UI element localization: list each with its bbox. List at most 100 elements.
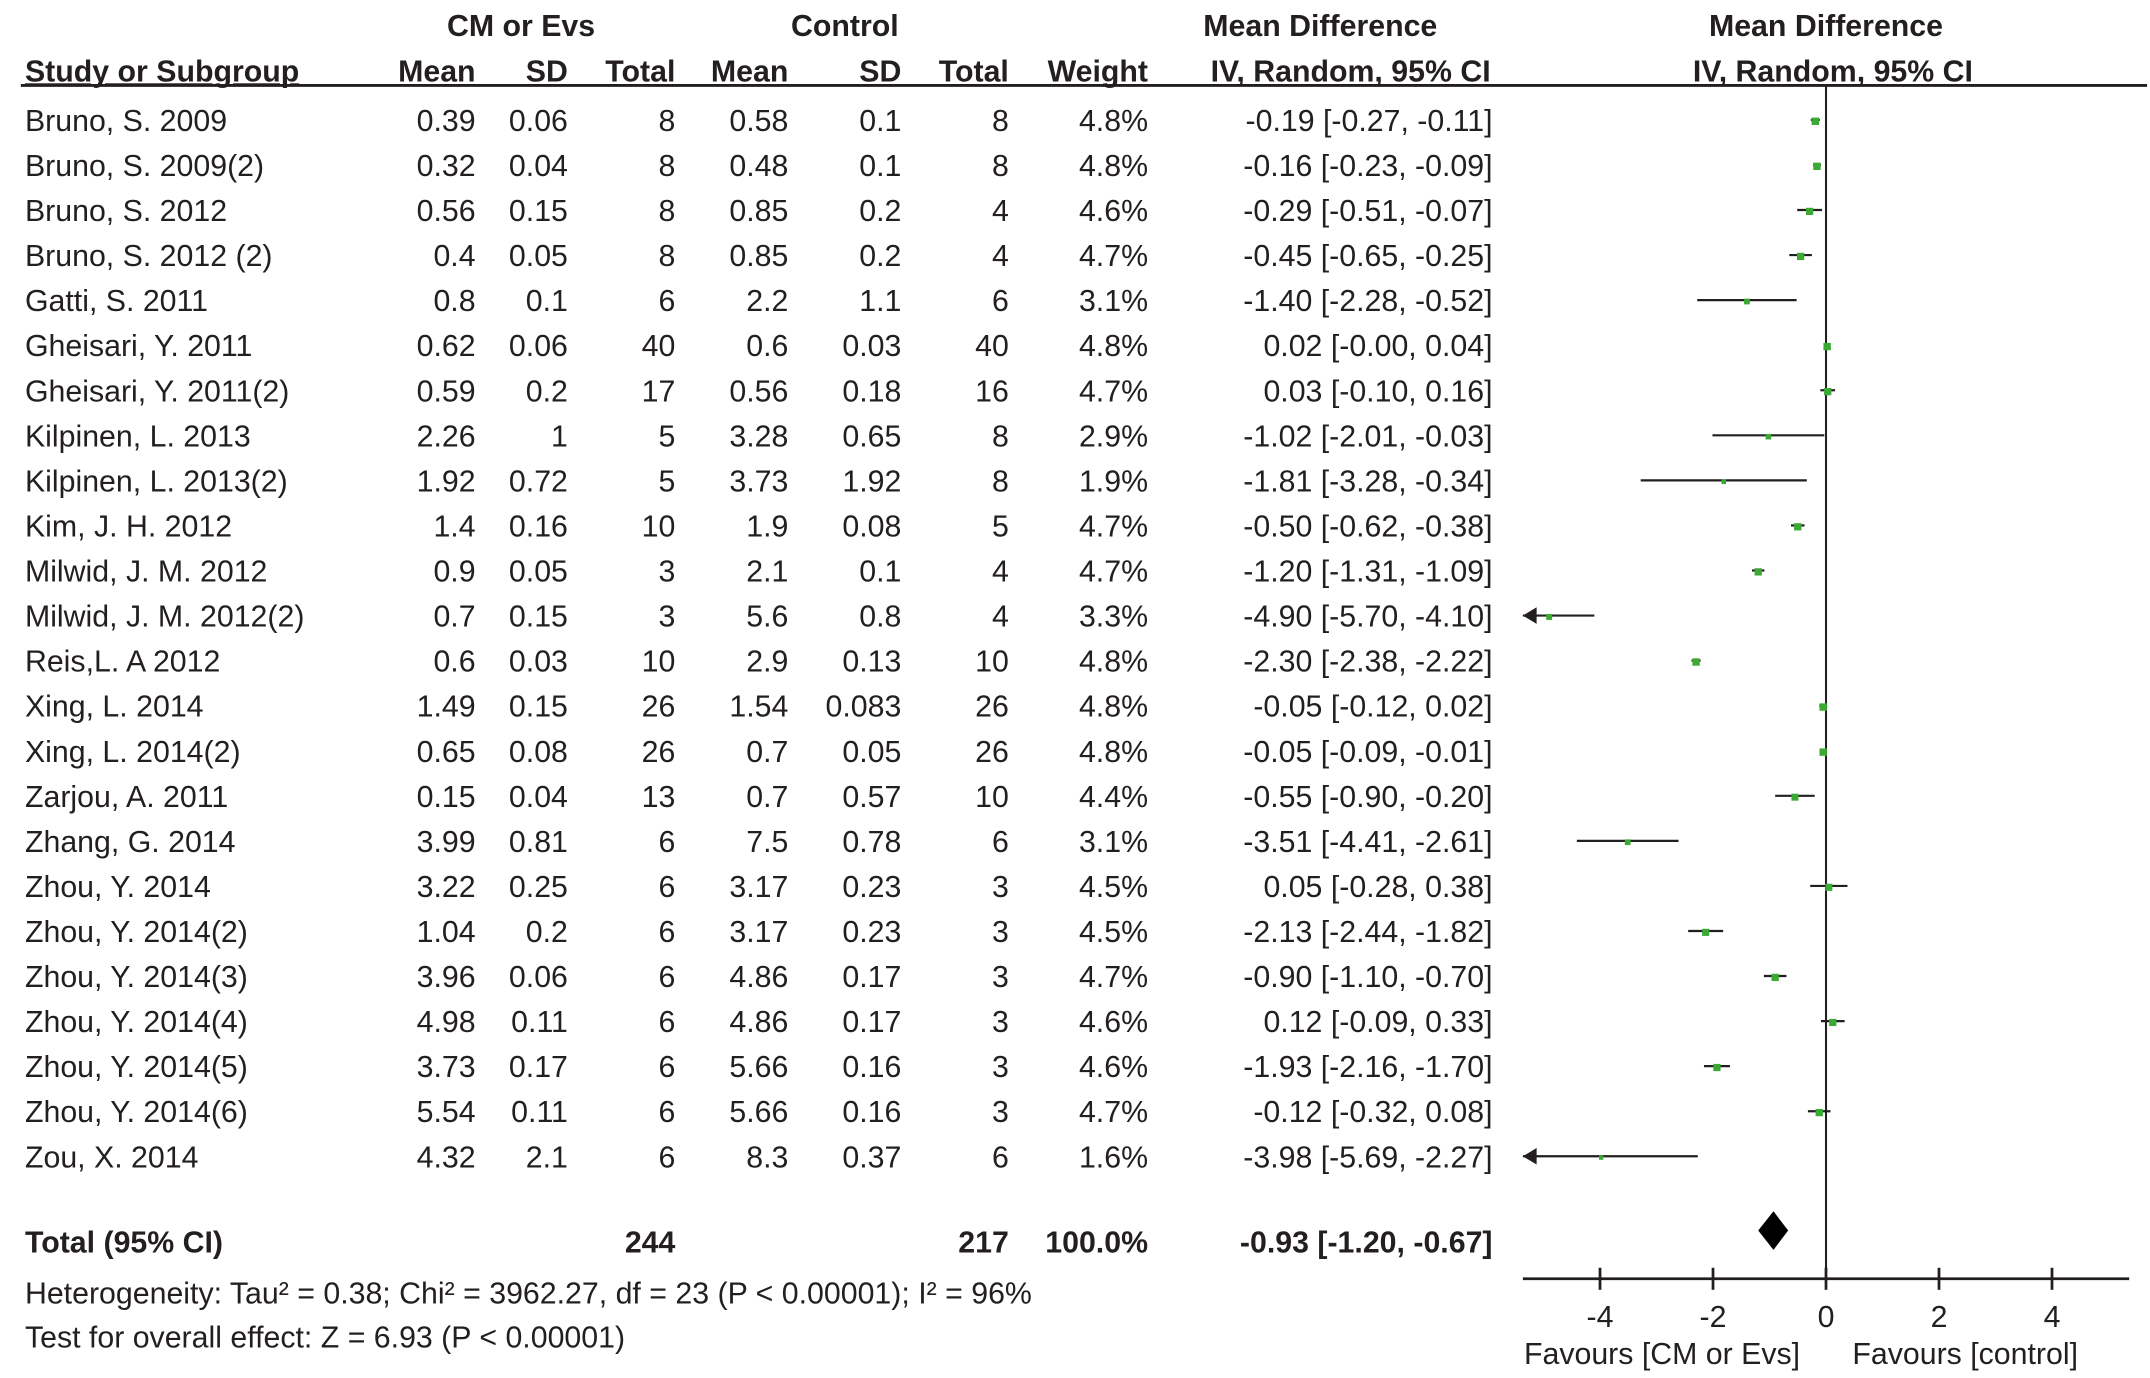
cell-m1: 0.6 <box>433 646 475 679</box>
effect-square <box>1794 523 1802 531</box>
cell-n2: 26 <box>975 691 1009 724</box>
cell-n2: 3 <box>992 916 1009 949</box>
study-row: Zarjou, A. 2011 0.15 0.04 13 0.7 0.57 10 4.4% -0… <box>25 781 1493 814</box>
cell-m1: 0.7 <box>433 601 475 634</box>
effect-square <box>1692 658 1700 666</box>
cell-m2: 4.86 <box>729 961 788 994</box>
cell-n1: 6 <box>659 1006 676 1039</box>
cell-sd1: 0.15 <box>509 691 568 724</box>
cell-n2: 10 <box>975 781 1009 814</box>
study-row: Bruno, S. 2012 0.56 0.15 8 0.85 0.2 4 4.6% -0.29… <box>25 195 1493 228</box>
cell-ci_text: -0.19 [-0.27, -0.11] <box>1246 105 1493 138</box>
cell-weight: 4.8% <box>1079 736 1148 769</box>
group-header-md-plot: Mean Difference <box>1709 10 1943 43</box>
cell-n2: 4 <box>992 601 1009 634</box>
x-tick-label: -4 <box>1587 1301 1614 1334</box>
cell-m2: 3.28 <box>729 420 788 453</box>
study-row: Milwid, J. M. 2012 0.9 0.05 3 2.1 0.1 4 4.7% -1.… <box>25 556 1493 589</box>
cell-n2: 3 <box>992 961 1009 994</box>
cell-m1: 0.39 <box>417 105 476 138</box>
cell-sd2: 0.08 <box>842 510 901 543</box>
effect-square <box>1791 793 1799 801</box>
cell-m2: 7.5 <box>746 826 788 859</box>
cell-name: Bruno, S. 2012 <box>25 195 227 228</box>
cell-sd1: 0.2 <box>526 375 568 408</box>
column-header: SD <box>859 55 901 88</box>
cell-ci_text: -2.13 [-2.44, -1.82] <box>1243 916 1492 949</box>
cell-n1: 3 <box>659 601 676 634</box>
x-tick-label: 0 <box>1818 1301 1835 1334</box>
cell-name: Zhou, Y. 2014(3) <box>25 961 248 994</box>
x-tick-label: 4 <box>2044 1301 2061 1334</box>
cell-weight: 4.6% <box>1079 1006 1148 1039</box>
cell-weight: 4.6% <box>1079 195 1148 228</box>
study-row: Reis,L. A 2012 0.6 0.03 10 2.9 0.13 10 4.8% -2.3… <box>25 646 1493 679</box>
study-row: Xing, L. 2014 1.49 0.15 26 1.54 0.083 26 4.8% -0… <box>25 691 1493 724</box>
cell-ci_text: 0.02 [-0.00, 0.04] <box>1263 330 1492 363</box>
cell-n1: 5 <box>659 420 676 453</box>
cell-weight: 1.9% <box>1079 465 1148 498</box>
cell-sd1: 0.81 <box>509 826 568 859</box>
cell-name: Gheisari, Y. 2011 <box>25 330 252 363</box>
effect-square <box>1819 748 1827 756</box>
cell-n2: 3 <box>992 1006 1009 1039</box>
study-row: Zhou, Y. 2014(4) 4.98 0.11 6 4.86 0.17 3 4.6% 0.… <box>25 1006 1493 1039</box>
column-header: IV, Random, 95% CI <box>1211 55 1491 88</box>
total-n1: 244 <box>625 1227 676 1260</box>
cell-sd2: 0.65 <box>842 420 901 453</box>
cell-n2: 4 <box>992 556 1009 589</box>
cell-m2: 5.6 <box>746 601 788 634</box>
effect-square <box>1765 433 1772 440</box>
cell-n2: 16 <box>975 375 1009 408</box>
cell-sd2: 0.78 <box>842 826 901 859</box>
cell-m2: 2.1 <box>746 556 788 589</box>
cell-m1: 5.54 <box>417 1096 476 1129</box>
cell-m1: 0.9 <box>433 556 475 589</box>
cell-name: Zhou, Y. 2014(2) <box>25 916 248 949</box>
cell-m2: 1.54 <box>729 691 788 724</box>
cell-m2: 0.85 <box>729 240 788 273</box>
cell-weight: 4.8% <box>1079 646 1148 679</box>
effect-square <box>1811 117 1819 125</box>
cell-n1: 26 <box>642 691 676 724</box>
cell-m1: 0.56 <box>417 195 476 228</box>
cell-ci_text: -0.45 [-0.65, -0.25] <box>1243 240 1492 273</box>
cell-m1: 2.26 <box>417 420 476 453</box>
cell-n2: 40 <box>975 330 1009 363</box>
total-label: Total (95% CI) <box>25 1227 223 1260</box>
cell-n1: 8 <box>659 195 676 228</box>
cell-sd1: 0.2 <box>526 916 568 949</box>
effect-square <box>1624 839 1631 846</box>
cell-sd1: 0.11 <box>511 1096 568 1129</box>
cell-sd1: 0.72 <box>509 465 568 498</box>
xlabel-right: Favours [control] <box>1852 1338 2078 1371</box>
cell-ci_text: -0.16 [-0.23, -0.09] <box>1243 150 1492 183</box>
cell-m1: 3.22 <box>417 871 476 904</box>
cell-ci_text: -0.29 [-0.51, -0.07] <box>1243 195 1492 228</box>
cell-sd2: 0.23 <box>842 916 901 949</box>
cell-m1: 0.4 <box>433 240 475 273</box>
cell-m1: 3.99 <box>417 826 476 859</box>
study-row: Xing, L. 2014(2) 0.65 0.08 26 0.7 0.05 26 4.8% -… <box>25 736 1493 769</box>
cell-name: Gatti, S. 2011 <box>25 285 208 318</box>
column-header: Mean <box>398 55 475 88</box>
cell-sd1: 0.17 <box>509 1051 568 1084</box>
cell-sd2: 0.23 <box>842 871 901 904</box>
effect-square <box>1754 568 1762 576</box>
effect-square <box>1815 1108 1823 1117</box>
cell-n1: 8 <box>659 105 676 138</box>
cell-ci_text: -1.02 [-2.01, -0.03] <box>1243 420 1492 453</box>
cell-n1: 6 <box>659 871 676 904</box>
cell-ci_text: -4.90 [-5.70, -4.10] <box>1243 601 1492 634</box>
cell-sd2: 0.13 <box>842 646 901 679</box>
study-row: Gatti, S. 2011 0.8 0.1 6 2.2 1.1 6 3.1% -1.40 [-… <box>25 285 1493 318</box>
cell-m2: 5.66 <box>729 1051 788 1084</box>
cell-name: Zhou, Y. 2014(5) <box>25 1051 248 1084</box>
total-weight: 100.0% <box>1045 1227 1148 1260</box>
cell-m1: 0.8 <box>433 285 475 318</box>
cell-sd1: 0.04 <box>509 781 568 814</box>
cell-m1: 3.73 <box>417 1051 476 1084</box>
group-header-md-table: Mean Difference <box>1203 10 1437 43</box>
cell-n1: 6 <box>659 961 676 994</box>
cell-name: Bruno, S. 2009(2) <box>25 150 264 183</box>
